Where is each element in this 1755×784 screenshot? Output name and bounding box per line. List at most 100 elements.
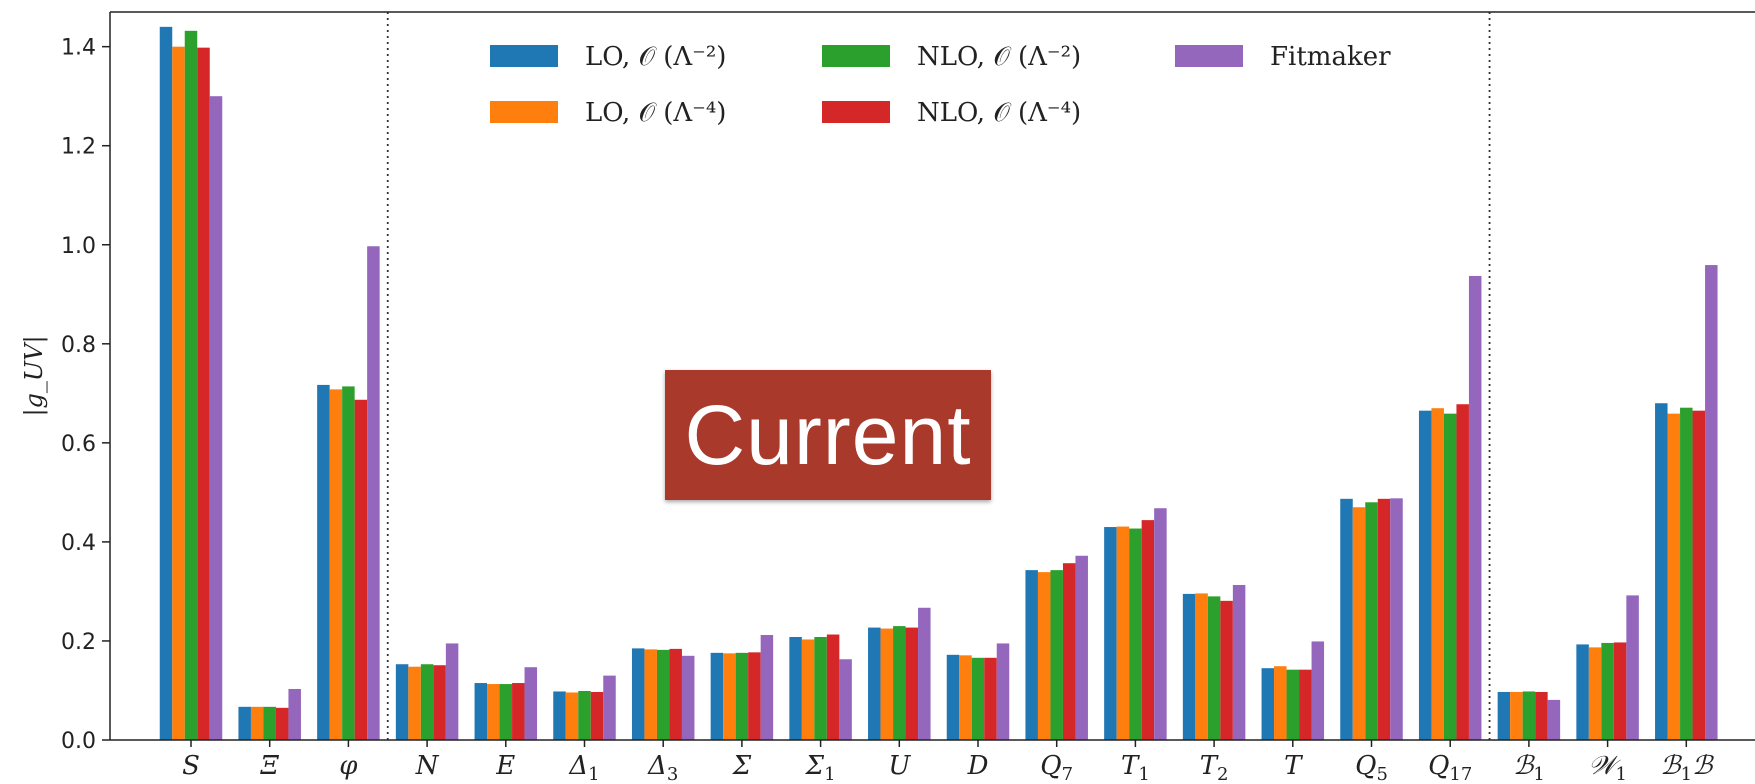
bar <box>918 607 931 740</box>
y-axis-ticks: 0.0 0.2 0.4 0.6 0.8 1.0 1.2 1.4 <box>61 36 110 754</box>
bar <box>1431 408 1444 740</box>
bar-group-12 <box>1104 508 1167 740</box>
bar <box>1299 669 1312 740</box>
bar <box>329 389 343 740</box>
bar-group-18 <box>1576 595 1639 740</box>
bar <box>603 675 616 740</box>
bar <box>669 648 682 740</box>
bar <box>420 664 434 740</box>
bar <box>1220 600 1233 740</box>
bar <box>1613 642 1627 740</box>
bar <box>1547 699 1561 740</box>
bar <box>760 635 774 740</box>
bar-group-13 <box>1182 584 1246 740</box>
bar <box>1274 666 1287 740</box>
bar <box>681 655 695 740</box>
bar-group-16 <box>1418 275 1482 740</box>
bar <box>971 657 985 740</box>
bar <box>1207 596 1221 740</box>
bar <box>656 649 670 740</box>
bar <box>1626 595 1639 740</box>
bar <box>905 627 919 740</box>
bar <box>1377 498 1391 740</box>
bar <box>1195 593 1208 740</box>
bar <box>789 636 802 740</box>
bar <box>1062 563 1076 740</box>
bar <box>1680 407 1693 740</box>
bar-group-0 <box>159 26 223 741</box>
bar <box>474 683 488 740</box>
x-tick-label: U <box>888 751 911 781</box>
bar <box>1311 641 1325 740</box>
x-tick-label: T1 <box>1121 751 1150 784</box>
bar <box>342 386 355 740</box>
legend-swatch <box>822 101 890 123</box>
y-tick-label: 0.6 <box>61 432 96 457</box>
legend-swatch <box>1175 45 1243 67</box>
bar <box>1182 593 1196 740</box>
bar <box>710 652 724 740</box>
bar <box>354 399 368 740</box>
x-tick-label: 𝒲1 <box>1588 751 1627 784</box>
bar <box>1692 410 1706 740</box>
bar <box>839 659 852 740</box>
bar <box>959 655 972 740</box>
axes <box>109 11 1755 741</box>
bar <box>984 657 997 740</box>
bar <box>893 626 906 740</box>
bar <box>499 684 513 740</box>
bar <box>408 666 421 740</box>
x-tick-label: Q5 <box>1355 751 1388 784</box>
bar <box>1129 528 1142 740</box>
bar <box>317 384 330 740</box>
legend-label: NLO, 𝒪 (Λ⁻²) <box>917 42 1081 72</box>
bar <box>1418 410 1432 740</box>
bar <box>1286 669 1300 740</box>
legend-swatch <box>490 101 558 123</box>
bar <box>1601 642 1614 740</box>
bar <box>197 47 210 740</box>
x-tick-label: ℬ1 <box>1513 751 1545 784</box>
bar <box>814 636 827 740</box>
bar <box>1667 413 1681 740</box>
bar <box>367 246 380 740</box>
bar <box>395 664 409 740</box>
legend-label: Fitmaker <box>1270 42 1391 72</box>
bar <box>1390 498 1403 740</box>
bar <box>1075 555 1088 740</box>
bar-group-19 <box>1655 265 1718 740</box>
bar <box>996 643 1010 740</box>
bar-group-6 <box>631 648 695 740</box>
bar <box>512 683 525 740</box>
bar-group-3 <box>395 643 459 740</box>
y-tick-label: 0.2 <box>61 630 96 655</box>
current-banner-label: Current <box>684 387 972 482</box>
bar <box>288 688 301 740</box>
legend-item: LO, 𝒪 (Λ⁻²) <box>490 42 726 72</box>
bar <box>748 652 761 740</box>
legend-swatch <box>490 45 558 67</box>
bar <box>578 690 591 740</box>
x-tick-label: S <box>182 751 200 781</box>
bar <box>1261 668 1275 740</box>
y-axis-label: |g_UV| <box>20 335 49 416</box>
bar <box>263 706 276 740</box>
bar <box>445 643 459 740</box>
x-tick-label: Σ1 <box>805 751 836 784</box>
bar <box>1340 498 1353 740</box>
legend-label: NLO, 𝒪 (Λ⁻⁴) <box>917 98 1081 128</box>
bar <box>801 639 815 740</box>
y-tick-label: 0.0 <box>61 729 96 754</box>
bar <box>1522 691 1536 740</box>
bar-group-10 <box>946 643 1010 740</box>
x-tick-label: Δ1 <box>568 751 599 784</box>
bar <box>184 30 198 741</box>
bar <box>209 96 223 740</box>
bar <box>644 649 657 740</box>
x-tick-label: N <box>415 751 440 781</box>
bar <box>631 648 645 740</box>
bar <box>946 654 960 740</box>
legend-item: Fitmaker <box>1175 42 1391 72</box>
y-tick-label: 1.2 <box>61 135 96 160</box>
